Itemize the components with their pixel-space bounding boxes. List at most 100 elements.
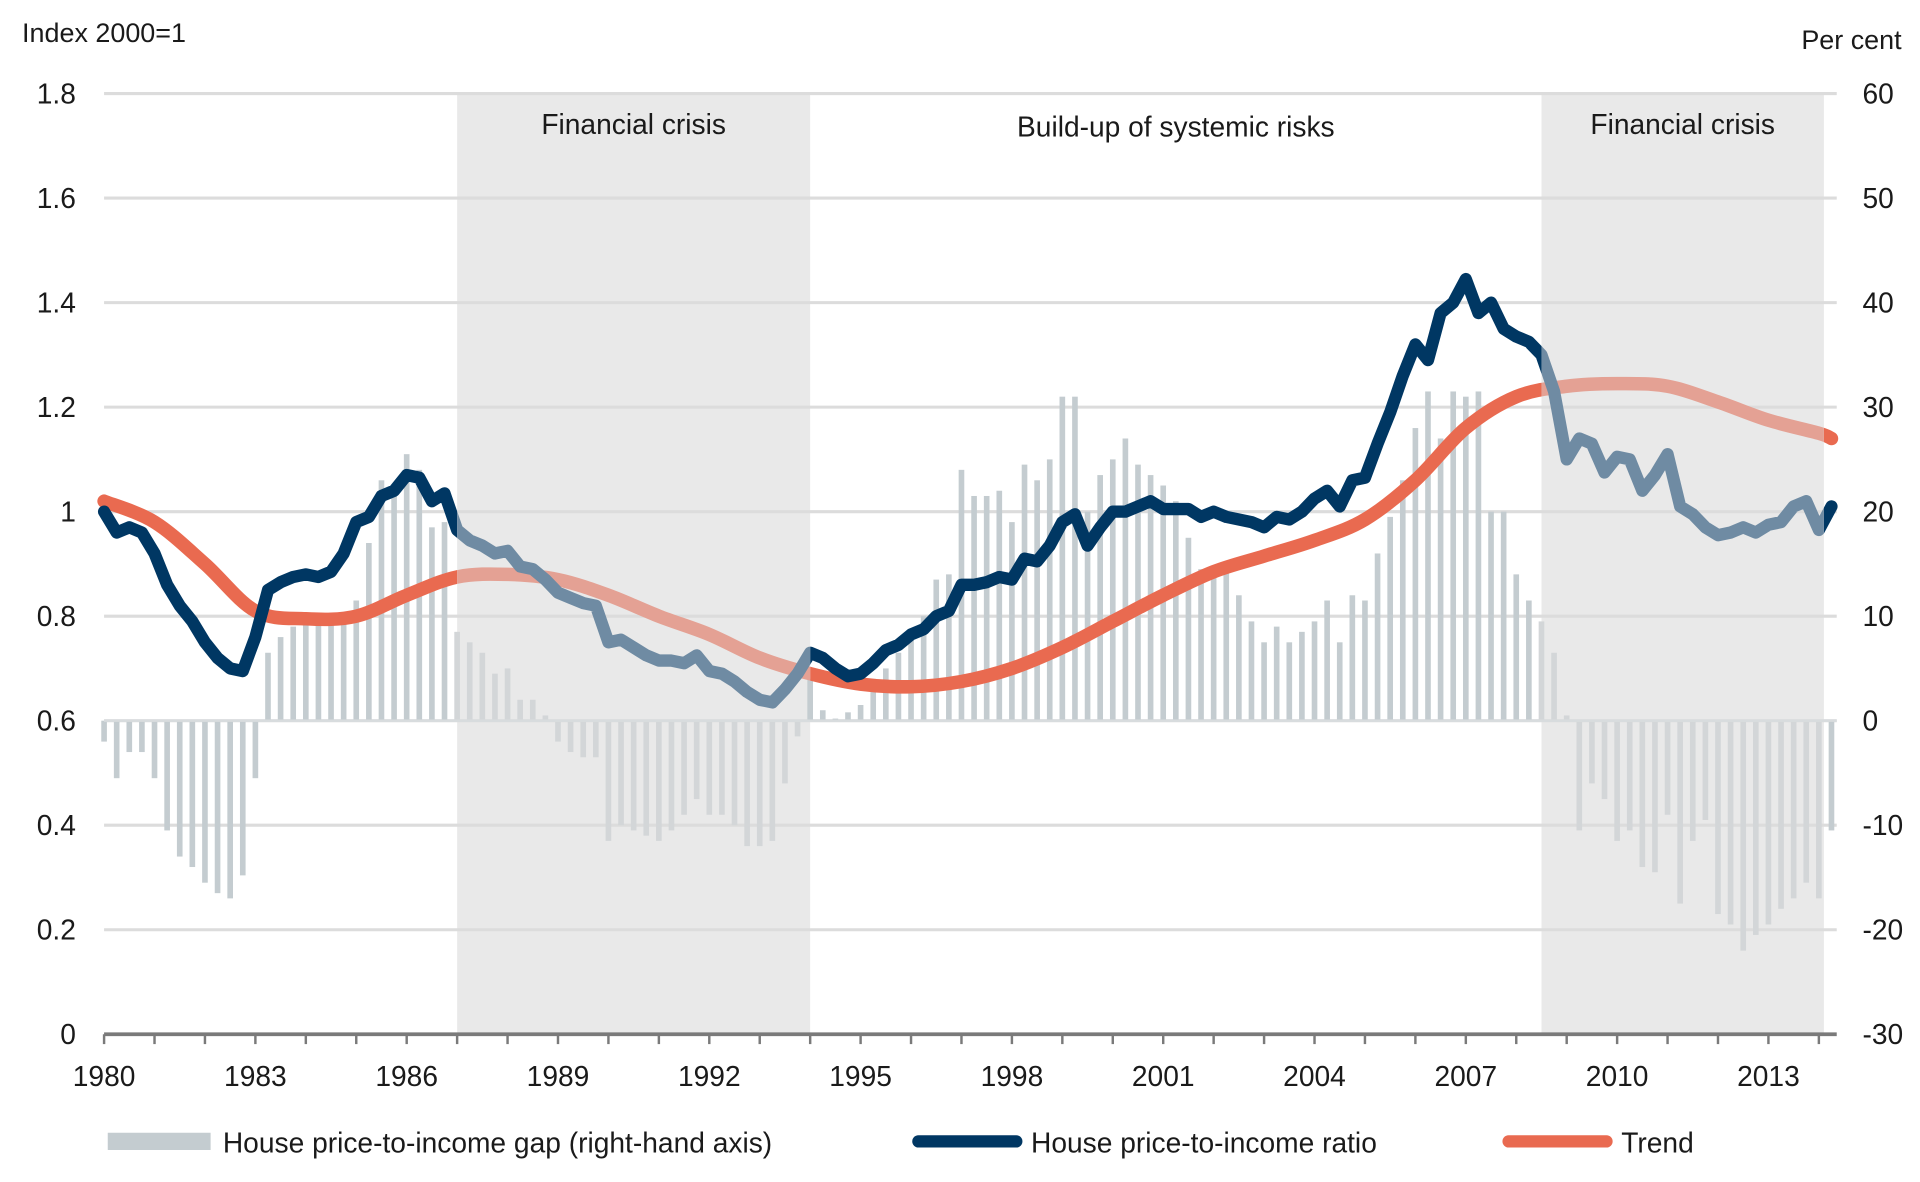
gap-bar <box>1210 569 1217 721</box>
gap-bar <box>656 720 662 841</box>
gap-bar <box>1223 563 1230 721</box>
gap-bar <box>1463 396 1469 721</box>
gap-bar <box>454 631 460 721</box>
x-tick-label: 1998 <box>981 1060 1044 1092</box>
gap-bar <box>315 621 322 721</box>
left-tick-label: 0 <box>60 1018 76 1050</box>
gap-bar <box>1236 595 1242 721</box>
gap-bar <box>1765 720 1772 925</box>
x-tick-label: 1986 <box>375 1060 438 1092</box>
gap-bar <box>1021 464 1028 721</box>
gap-bar <box>769 720 776 841</box>
gap-bar <box>845 712 851 721</box>
gap-bar <box>1084 511 1091 721</box>
gap-bar <box>756 720 763 847</box>
period-label: Build-up of systemic risks <box>1017 111 1335 143</box>
gap-bar <box>920 616 927 721</box>
gap-bar <box>819 710 826 721</box>
gap-bar <box>1387 516 1393 721</box>
x-tick-label: 2001 <box>1132 1060 1195 1092</box>
gap-bar <box>1336 642 1343 721</box>
gap-bar <box>252 720 259 779</box>
gap-bar <box>1072 396 1078 721</box>
gap-bar <box>1185 537 1192 721</box>
gap-bar <box>303 621 309 721</box>
left-tick-label: 0.8 <box>37 600 76 632</box>
gap-bar <box>681 720 687 815</box>
gap-bar <box>1273 626 1280 721</box>
gap-bar <box>593 720 599 758</box>
gap-bar <box>946 574 952 721</box>
gap-bar <box>529 699 536 721</box>
gap-bar <box>1689 720 1696 841</box>
right-tick-label: 60 <box>1862 77 1893 109</box>
gap-bar <box>429 527 435 721</box>
gap-bar <box>492 673 498 721</box>
period-annotations: Financial crisis Build-up of systemic ris… <box>541 108 1775 143</box>
x-tick-label: 2007 <box>1435 1060 1498 1092</box>
right-tick-label: -30 <box>1862 1018 1903 1050</box>
left-axis-label: Index 2000=1 <box>22 18 186 48</box>
gap-bar <box>1198 569 1204 721</box>
gap-bar <box>643 720 650 836</box>
gap-bar <box>126 720 133 753</box>
gap-bar <box>1828 720 1835 831</box>
gap-bar <box>1122 438 1129 721</box>
left-tick-label: 1.4 <box>37 286 76 318</box>
gap-bar <box>1109 459 1116 721</box>
gap-bar <box>101 720 107 742</box>
gap-bar <box>1538 621 1545 721</box>
gap-bar <box>441 522 448 721</box>
gap-bar <box>933 579 940 721</box>
right-tick-label: 40 <box>1862 286 1893 318</box>
gap-bar <box>1475 391 1482 721</box>
shaded-region <box>457 93 811 1035</box>
period-label: Financial crisis <box>541 108 726 140</box>
legend: House price-to-income gap (right-hand ax… <box>107 1126 1694 1158</box>
gap-bar <box>139 720 145 753</box>
shaded-periods <box>457 93 1824 1035</box>
gap-bar <box>1639 720 1646 868</box>
gap-bar <box>1059 396 1066 721</box>
gap-bar <box>1576 720 1583 831</box>
gap-bar <box>265 652 271 721</box>
gap-bar <box>1135 464 1141 721</box>
gap-bar <box>908 631 914 721</box>
gap-bar <box>605 720 612 841</box>
gap-bar <box>1513 574 1520 721</box>
x-tick-label: 2010 <box>1586 1060 1649 1092</box>
gap-bar <box>353 600 360 721</box>
x-tick-label: 1989 <box>527 1060 590 1092</box>
gap-bar <box>870 678 877 721</box>
gap-bar <box>1362 600 1368 721</box>
gap-bar <box>1790 720 1797 899</box>
left-tick-label: 1.6 <box>37 182 76 214</box>
gap-bar <box>277 637 284 721</box>
x-tick-label: 2013 <box>1737 1060 1800 1092</box>
gap-bar <box>176 720 183 857</box>
gap-bar <box>1803 720 1810 883</box>
gap-bar <box>1652 720 1658 873</box>
gap-bar <box>479 652 486 721</box>
gap-bar <box>214 720 221 894</box>
gap-bar <box>328 621 334 721</box>
gap-bar <box>1034 480 1040 721</box>
gap-bar <box>1046 459 1053 721</box>
gap-bar <box>744 720 750 847</box>
gap-bar <box>1740 720 1747 951</box>
gap-bar <box>517 699 523 721</box>
gap-bar <box>1626 720 1633 831</box>
gap-bar <box>1097 475 1103 721</box>
gap-bar <box>719 720 725 815</box>
left-tick-label: 0.2 <box>37 914 76 946</box>
x-tick-label: 2004 <box>1283 1060 1346 1092</box>
gap-bar <box>151 720 158 779</box>
gap-bar <box>1374 553 1381 721</box>
legend-label-gap: House price-to-income gap (right-hand ax… <box>223 1126 772 1158</box>
gap-bar <box>1009 522 1015 721</box>
left-tick-label: 1.8 <box>37 77 76 109</box>
gap-bar <box>164 720 170 831</box>
right-tick-label: 10 <box>1862 600 1893 632</box>
gap-bar <box>290 626 297 721</box>
gap-bar <box>1601 720 1608 800</box>
